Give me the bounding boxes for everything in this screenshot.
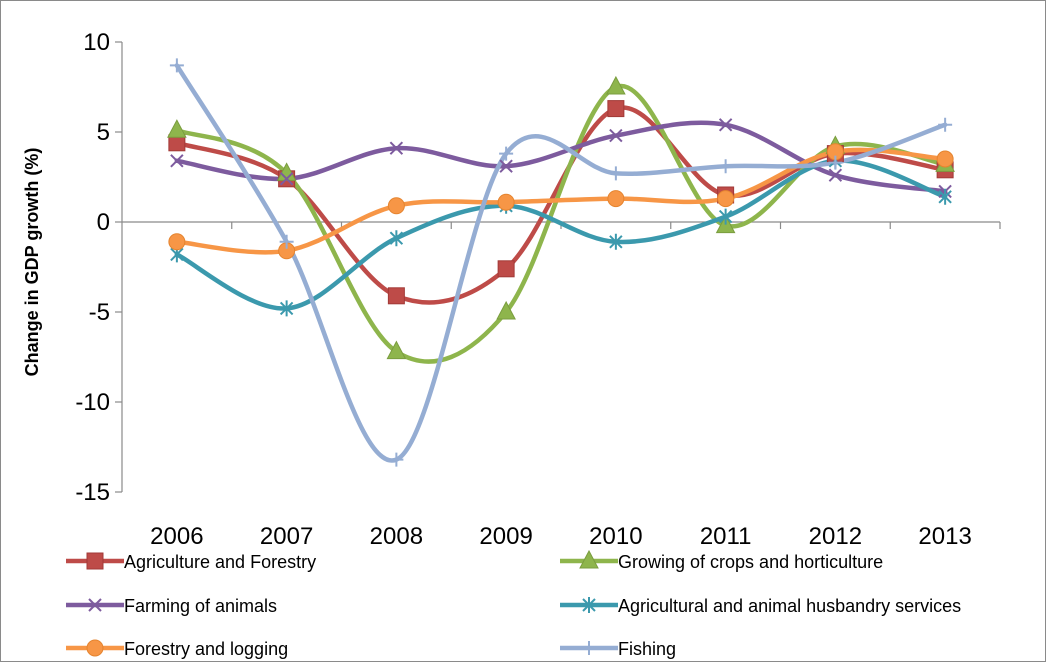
- y-axis-label: Change in GDP growth (%): [22, 148, 42, 377]
- series-markers: [167, 58, 955, 467]
- data-point: [497, 260, 515, 278]
- x-tick-label: 2009: [479, 523, 532, 550]
- legend-label: Fishing: [618, 639, 676, 659]
- data-point: [386, 340, 407, 360]
- series-line: [174, 63, 948, 463]
- data-point: [499, 159, 513, 173]
- legend-item: Farming of animals: [66, 596, 277, 616]
- data-point: [609, 128, 623, 143]
- x-tick-label: 2012: [809, 523, 862, 550]
- y-tick-label: -15: [75, 479, 110, 506]
- series-lines: [174, 63, 948, 463]
- x-tick-label: 2008: [370, 523, 423, 550]
- y-tick-label: 5: [97, 119, 110, 146]
- legend: Agriculture and Forestry Growing of crops…: [66, 549, 961, 659]
- series-line: [174, 120, 948, 194]
- data-point: [938, 188, 952, 205]
- series-line: [174, 105, 948, 305]
- data-point: [607, 100, 625, 118]
- x-tick-label: 2006: [150, 523, 203, 550]
- legend-item: Growing of crops and horticulture: [560, 549, 883, 572]
- data-point: [938, 117, 953, 132]
- legend-label: Agriculture and Forestry: [124, 552, 316, 572]
- x-tick-label: 2013: [918, 523, 971, 550]
- data-point: [609, 233, 623, 250]
- legend-marker: [86, 639, 104, 657]
- series-line: [174, 147, 948, 255]
- data-point: [170, 154, 184, 168]
- legend-item: Fishing: [560, 639, 676, 659]
- data-point: [606, 75, 626, 95]
- y-tick-label: -10: [75, 389, 110, 416]
- data-point: [717, 190, 735, 208]
- legend-marker: [579, 549, 599, 569]
- x-tick-label: 2011: [700, 523, 752, 550]
- x-tick-label: 2007: [260, 523, 313, 550]
- data-point: [279, 234, 294, 249]
- data-point: [718, 118, 733, 132]
- data-point: [279, 172, 294, 186]
- y-tick-label: 0: [97, 209, 110, 236]
- legend-item: Agriculture and Forestry: [66, 552, 316, 572]
- data-point: [389, 141, 404, 155]
- data-point: [169, 58, 184, 73]
- legend-label: Forestry and logging: [124, 639, 288, 659]
- legend-marker: [88, 598, 102, 612]
- data-point: [389, 452, 404, 467]
- data-point: [608, 166, 623, 181]
- y-tick-label: -5: [89, 299, 110, 326]
- x-ticks: 2006 2007 2008 2009 2010 2011 2012 2013: [150, 222, 1001, 550]
- data-point: [718, 159, 733, 174]
- data-point: [828, 168, 843, 182]
- y-tick-label: 10: [83, 29, 110, 56]
- legend-item: Agricultural and animal husbandry servic…: [560, 596, 961, 616]
- legend-label: Farming of animals: [124, 596, 277, 616]
- legend-label: Agricultural and animal husbandry servic…: [618, 596, 961, 616]
- data-point: [387, 197, 405, 215]
- data-point: [168, 233, 186, 251]
- legend-marker: [582, 597, 596, 613]
- legend-label: Growing of crops and horticulture: [618, 552, 883, 572]
- data-point: [499, 146, 514, 161]
- legend-item: Forestry and logging: [66, 639, 288, 659]
- data-point: [387, 287, 405, 305]
- data-point: [167, 119, 187, 138]
- data-point: [718, 208, 733, 225]
- x-tick-label: 2010: [589, 523, 642, 550]
- data-point: [497, 193, 515, 211]
- data-point: [389, 230, 404, 247]
- y-ticks: 10 5 0 -5 -10 -15: [75, 29, 122, 506]
- data-point: [828, 155, 843, 170]
- legend-marker: [582, 641, 596, 655]
- data-point: [936, 150, 954, 168]
- data-point: [276, 162, 297, 181]
- data-point: [607, 190, 625, 208]
- data-point: [279, 300, 294, 317]
- data-point: [496, 300, 516, 320]
- legend-marker: [86, 552, 104, 570]
